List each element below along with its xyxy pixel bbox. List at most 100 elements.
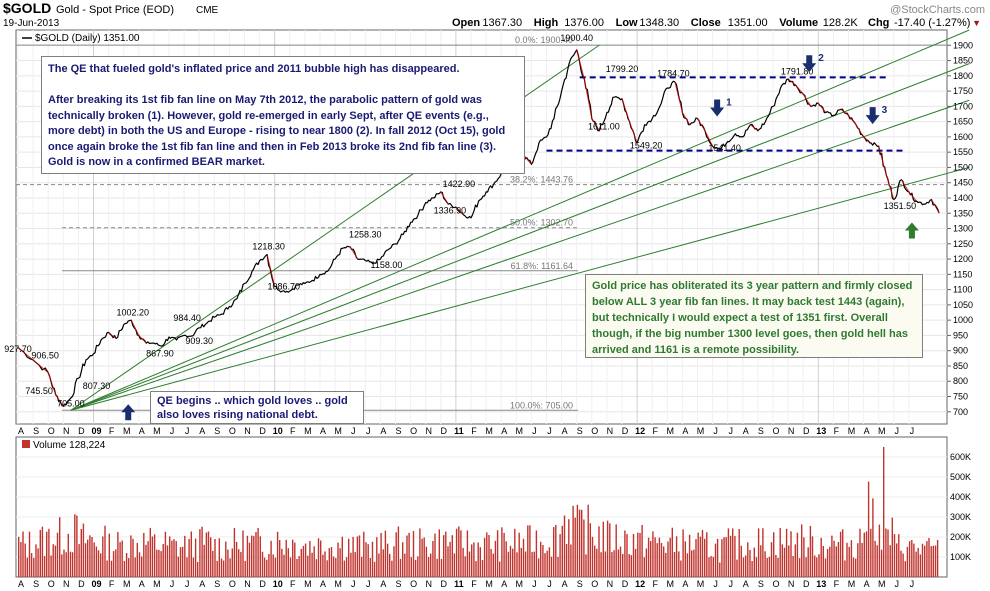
volume-bar [829,546,831,577]
volume-bar [514,528,516,577]
volume-bar [643,557,645,577]
volume-bar [296,559,298,577]
volume-bar [846,542,848,577]
volume-bar [533,551,535,577]
volume-bar [501,527,503,577]
volume-bar [365,542,367,577]
price-x-tick-label: F [471,426,477,436]
volume-bar [490,549,492,577]
volume-bar [132,538,134,577]
fib-level-label: 100.0%: 705.00 [510,400,573,410]
ohlc-value-high: 1376.00 [564,17,604,29]
price-tick-label: 900 [953,346,968,356]
volume-tick-label: 600K [950,452,971,462]
volume-bar [684,541,686,577]
volume-bar [214,539,216,577]
fib-level-label: 50.0%: 1302.70 [510,218,573,228]
volume-bar [486,532,488,577]
volume-bar [777,557,779,577]
volume-bar [315,559,318,577]
up-arrow-icon [121,404,136,421]
volume-bar [67,533,69,577]
volume-bar [906,546,909,577]
ohlc-label-open: Open [452,17,480,29]
price-tick-label: 700 [953,407,968,417]
volume-bar [341,536,343,577]
volume-x-tick-label: M [485,579,493,589]
volume-x-tick-label: A [682,579,688,589]
ohlc-label-low: Low [616,17,638,29]
volume-bar [203,544,205,577]
volume-bar [727,528,730,577]
volume-bar [745,555,747,577]
price-tick-label: 1550 [953,147,973,157]
price-tick-label: 750 [953,392,968,402]
price-x-tick-label: M [697,426,705,436]
volume-bar [33,557,35,577]
volume-bar [908,541,911,577]
volume-bar [289,557,292,577]
volume-bar [818,554,820,577]
volume-bar [138,552,141,577]
price-label: 1799.20 [606,64,639,74]
volume-bar [119,542,121,577]
volume-bar [606,520,609,577]
price-x-tick-label: 13 [816,426,826,436]
change-value: -17.40 (-1.27%) [894,17,970,29]
price-legend-title: $GOLD (Daily) 1351.00 [35,33,140,44]
volume-x-tick-label: 11 [454,579,464,589]
volume-bar [197,562,199,577]
volume-bar [732,528,734,577]
price-label: 867.90 [146,349,174,359]
volume-x-tick-label: O [229,579,236,589]
volume-bar [706,532,708,577]
change-down-icon: ▼ [972,18,981,28]
price-x-tick-label: A [864,426,870,436]
price-label: 1086.70 [267,282,300,292]
volume-bar [194,538,197,577]
volume-x-tick-label: A [18,579,24,589]
volume-bar [378,553,380,577]
price-label: 1784.70 [657,68,690,78]
down-arrow-icon [802,55,817,73]
volume-bar [760,545,762,577]
volume-bar [414,559,417,577]
volume-legend-title: Volume 128,224 [33,440,106,451]
volume-bar [87,539,89,577]
volume-x-tick-label: S [758,579,764,589]
volume-x-tick-label: F [834,579,840,589]
price-tick-label: 1000 [953,315,973,325]
volume-bar [663,546,665,577]
volume-bar [675,536,678,577]
volume-x-tick-label: J [728,579,733,589]
volume-bar [266,559,268,577]
volume-bar [492,553,494,577]
volume-bar [59,517,61,577]
volume-bar [820,537,822,577]
volume-bar [883,447,885,577]
volume-bar [915,551,917,577]
price-x-tick-label: F [290,426,296,436]
price-x-tick-label: A [139,426,145,436]
price-x-tick-label: S [395,426,401,436]
price-tick-label: 1650 [953,117,973,127]
volume-bar [632,534,635,577]
volume-bar [499,561,501,577]
volume-bar [358,535,361,577]
volume-bar [41,526,44,577]
volume-bar [399,558,402,577]
volume-bar [865,531,868,577]
volume-bar [292,539,294,577]
volume-bar [809,525,812,577]
price-label: 1422.90 [443,179,476,189]
volume-bar [775,554,777,577]
volume-x-tick-label: O [772,579,779,589]
price-label: 927.70 [4,344,32,354]
volume-bar [205,532,208,577]
price-x-tick-label: O [229,426,236,436]
volume-bar [822,546,824,577]
volume-bar [870,528,872,577]
volume-bar [807,547,809,577]
volume-bar [555,524,557,577]
volume-x-tick-label: M [334,579,342,589]
